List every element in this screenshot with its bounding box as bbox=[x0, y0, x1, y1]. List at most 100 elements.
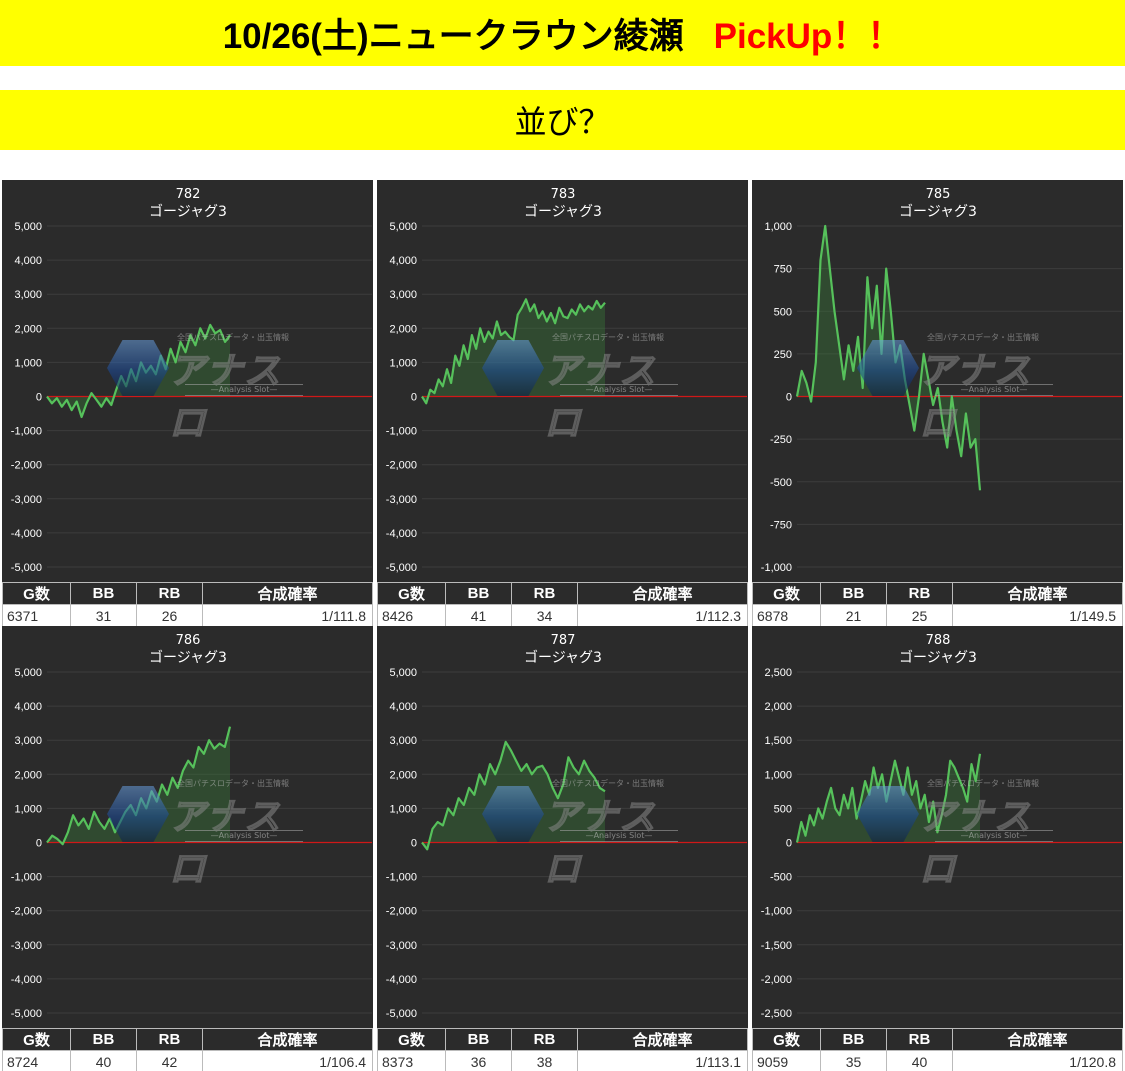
y-tick-label: 0 bbox=[411, 392, 417, 404]
stats-table: G数 BB RB 合成確率 8426 41 34 1/112.3 bbox=[377, 582, 748, 627]
prob-value: 1/112.3 bbox=[577, 604, 748, 627]
y-tick-label: 2,500 bbox=[764, 667, 792, 679]
header-bb: BB bbox=[70, 582, 137, 605]
y-tick-label: -500 bbox=[770, 477, 792, 489]
header-rb: RB bbox=[511, 582, 578, 605]
header-games: G数 bbox=[2, 1028, 71, 1051]
pickup-label: PickUp！！ bbox=[713, 16, 903, 56]
y-tick-label: 2,000 bbox=[764, 701, 792, 713]
y-tick-label: -2,000 bbox=[11, 460, 42, 472]
header-bb: BB bbox=[820, 1028, 887, 1051]
prob-value: 1/149.5 bbox=[952, 604, 1123, 627]
chart-title: 785 bbox=[926, 187, 951, 202]
y-tick-label: 500 bbox=[774, 803, 792, 815]
series-area bbox=[797, 753, 980, 843]
y-tick-label: -1,000 bbox=[11, 426, 42, 438]
y-tick-label: 1,000 bbox=[389, 357, 417, 369]
prob-value: 1/111.8 bbox=[202, 604, 373, 627]
header-bb: BB bbox=[445, 582, 512, 605]
games-value: 8426 bbox=[377, 604, 446, 627]
y-tick-label: -1,000 bbox=[11, 872, 42, 884]
games-value: 6371 bbox=[2, 604, 71, 627]
stats-header-row: G数 BB RB 合成確率 bbox=[752, 1028, 1123, 1051]
games-value: 9059 bbox=[752, 1050, 821, 1071]
chart-subtitle: ゴージャグ3 bbox=[524, 203, 602, 220]
series-line bbox=[421, 740, 606, 851]
subtitle-banner: 並び？ bbox=[0, 90, 1125, 150]
y-tick-label: 1,000 bbox=[389, 803, 417, 815]
y-tick-label: 4,000 bbox=[14, 255, 42, 267]
rb-value: 42 bbox=[136, 1050, 203, 1071]
header-prob: 合成確率 bbox=[952, 1028, 1123, 1051]
y-tick-label: -3,000 bbox=[11, 494, 42, 506]
series-area bbox=[47, 324, 230, 417]
chart-subtitle: ゴージャグ3 bbox=[524, 649, 602, 666]
header-rb: RB bbox=[886, 1028, 953, 1051]
y-tick-label: -2,500 bbox=[761, 1008, 792, 1020]
y-tick-label: 4,000 bbox=[389, 255, 417, 267]
stats-table: G数 BB RB 合成確率 8373 36 38 1/113.1 bbox=[377, 1028, 748, 1071]
header-rb: RB bbox=[886, 582, 953, 605]
header-games: G数 bbox=[752, 582, 821, 605]
chart-subtitle: ゴージャグ3 bbox=[899, 649, 977, 666]
header-prob: 合成確率 bbox=[202, 582, 373, 605]
y-tick-label: -4,000 bbox=[386, 974, 417, 986]
y-tick-label: -5,000 bbox=[386, 1008, 417, 1020]
y-tick-label: -250 bbox=[770, 434, 792, 446]
y-tick-label: -1,000 bbox=[761, 906, 792, 918]
bb-value: 35 bbox=[820, 1050, 887, 1071]
rb-value: 26 bbox=[136, 604, 203, 627]
y-tick-label: 0 bbox=[36, 838, 42, 850]
series-area bbox=[422, 741, 605, 850]
bb-value: 31 bbox=[70, 604, 137, 627]
chart-title: 788 bbox=[926, 633, 951, 648]
y-tick-label: 1,500 bbox=[764, 735, 792, 747]
y-tick-label: 0 bbox=[786, 838, 792, 850]
header-rb: RB bbox=[136, 1028, 203, 1051]
y-tick-label: -3,000 bbox=[386, 494, 417, 506]
games-value: 8724 bbox=[2, 1050, 71, 1071]
y-tick-label: 750 bbox=[774, 264, 792, 276]
y-tick-label: 0 bbox=[36, 392, 42, 404]
prob-value: 1/120.8 bbox=[952, 1050, 1123, 1071]
stats-table: G数 BB RB 合成確率 8724 40 42 1/106.4 bbox=[2, 1028, 373, 1071]
games-value: 8373 bbox=[377, 1050, 446, 1071]
stats-value-row: 8426 41 34 1/112.3 bbox=[377, 604, 748, 627]
header-rb: RB bbox=[136, 582, 203, 605]
y-tick-label: -2,000 bbox=[386, 460, 417, 472]
y-tick-label: 1,000 bbox=[764, 221, 792, 233]
y-tick-label: -1,000 bbox=[761, 562, 792, 574]
y-tick-label: 5,000 bbox=[14, 667, 42, 679]
y-tick-label: 3,000 bbox=[389, 289, 417, 301]
y-tick-label: -750 bbox=[770, 519, 792, 531]
y-tick-label: 0 bbox=[786, 392, 792, 404]
y-tick-label: -1,000 bbox=[386, 872, 417, 884]
stats-value-row: 8373 36 38 1/113.1 bbox=[377, 1050, 748, 1071]
y-tick-label: -1,500 bbox=[761, 940, 792, 952]
header-prob: 合成確率 bbox=[577, 1028, 748, 1051]
y-tick-label: 2,000 bbox=[14, 769, 42, 781]
stats-value-row: 8724 40 42 1/106.4 bbox=[2, 1050, 373, 1071]
header-prob: 合成確率 bbox=[202, 1028, 373, 1051]
series-area bbox=[422, 299, 605, 404]
series-area bbox=[47, 726, 230, 845]
y-tick-label: 0 bbox=[411, 838, 417, 850]
y-tick-label: -5,000 bbox=[11, 1008, 42, 1020]
bb-value: 36 bbox=[445, 1050, 512, 1071]
page-subtitle: 並び？ bbox=[514, 103, 611, 141]
header-bb: BB bbox=[820, 582, 887, 605]
rb-value: 40 bbox=[886, 1050, 953, 1071]
y-tick-label: 4,000 bbox=[14, 701, 42, 713]
chart-title: 783 bbox=[551, 187, 576, 202]
header-bb: BB bbox=[70, 1028, 137, 1051]
y-tick-label: -2,000 bbox=[11, 906, 42, 918]
header-games: G数 bbox=[752, 1028, 821, 1051]
y-tick-label: 2,000 bbox=[14, 323, 42, 335]
chart-panel-787: 787 ゴージャグ3 5,000 4,000 3,000 2,000 1,000 0 -1,00… bbox=[377, 626, 748, 1071]
stats-value-row: 6371 31 26 1/111.8 bbox=[2, 604, 373, 627]
stats-header-row: G数 BB RB 合成確率 bbox=[377, 1028, 748, 1051]
y-tick-label: -5,000 bbox=[11, 562, 42, 574]
y-tick-label: 3,000 bbox=[14, 289, 42, 301]
y-tick-label: 5,000 bbox=[389, 221, 417, 233]
